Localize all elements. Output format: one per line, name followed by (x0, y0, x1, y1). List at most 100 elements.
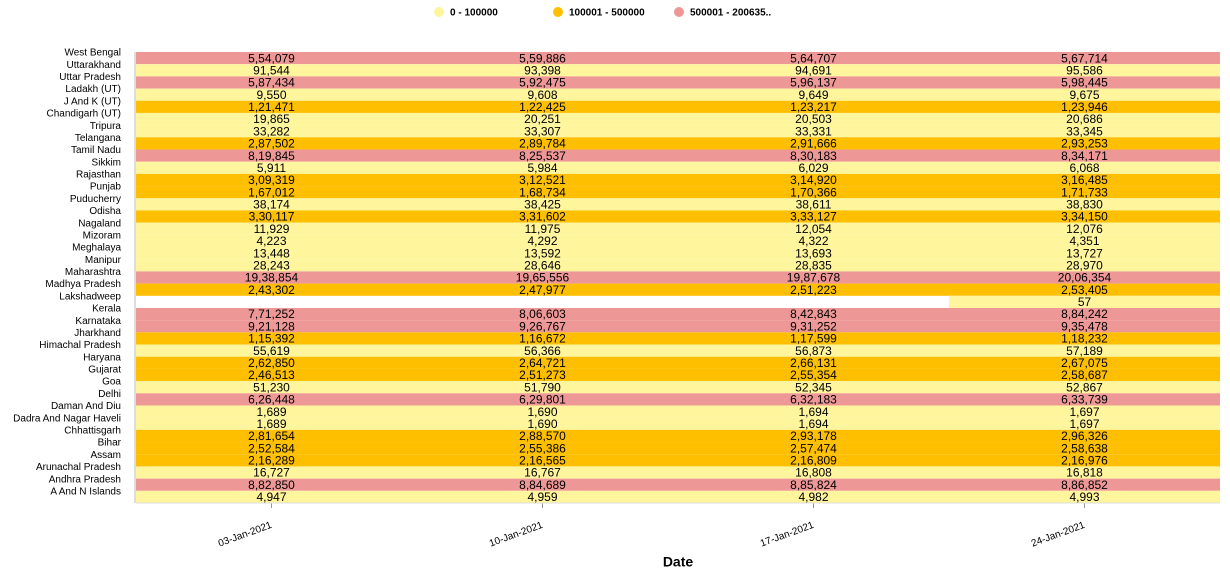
y-tick-label: Maharashtra (65, 267, 122, 278)
y-tick-label: Andhra Pradesh (49, 474, 121, 485)
value-label: 28,646 (524, 258, 561, 272)
value-label: 2,93,178 (790, 429, 837, 443)
heatmap-cell (136, 234, 407, 248)
heatmap-cell (407, 137, 678, 150)
heatmap-cell (949, 173, 1220, 187)
heatmap-cell (407, 466, 678, 479)
heatmap-cell (407, 429, 678, 443)
y-tick-label: Jharkhand (74, 328, 121, 339)
value-label: 2,66,131 (790, 356, 837, 370)
value-label: 11,975 (525, 222, 561, 236)
value-label: 19,38,854 (245, 271, 299, 285)
value-label: 33,307 (524, 124, 561, 138)
heatmap-cell (407, 52, 678, 65)
value-label: 2,16,809 (790, 454, 837, 468)
heatmap-cell (949, 442, 1220, 455)
value-label: 4,959 (527, 490, 557, 504)
heatmap-cell (949, 271, 1220, 284)
value-label: 1,18,232 (1061, 332, 1108, 346)
value-label: 2,88,570 (519, 429, 566, 443)
y-tick-label: Uttarakhand (67, 60, 121, 71)
heatmap-cell (678, 210, 949, 223)
legend-label: 100001 - 500000 (569, 8, 645, 19)
heatmap-cell (136, 210, 407, 223)
value-label: 2,93,253 (1061, 137, 1108, 151)
value-label: 20,503 (795, 112, 832, 126)
heatmap-cell (678, 454, 949, 467)
heatmap-cell (678, 381, 949, 394)
value-label: 28,835 (795, 258, 832, 272)
heatmap-cell (136, 429, 407, 443)
heatmap-cell (949, 429, 1220, 443)
heatmap-cell (136, 112, 407, 126)
value-label: 2,16,565 (519, 454, 566, 468)
value-label: 57,189 (1066, 344, 1103, 358)
heatmap-cell (407, 210, 678, 223)
value-label: 6,33,739 (1061, 393, 1108, 407)
y-tick-label: J And K (UT) (64, 96, 121, 107)
heatmap-cell (949, 247, 1220, 260)
heatmap-cell (678, 429, 949, 443)
heatmap-cell (407, 88, 678, 101)
heatmap-cell (949, 393, 1220, 406)
value-label: 2,87,502 (248, 137, 295, 151)
y-tick-label: A And N Islands (50, 486, 121, 497)
y-tick-label: Nagaland (78, 218, 121, 229)
value-label: 8,34,171 (1061, 149, 1108, 163)
heatmap-cell (678, 417, 949, 430)
value-label: 3,14,920 (790, 173, 837, 187)
y-tick-label: Haryana (83, 352, 121, 363)
value-label: 9,608 (527, 88, 557, 102)
value-label: 1,689 (256, 417, 286, 431)
value-label: 13,727 (1066, 246, 1103, 260)
y-tick-label: West Bengal (64, 48, 121, 59)
y-tick-label: Mizoram (83, 230, 121, 241)
heatmap-cell (136, 405, 407, 418)
heatmap-cell (678, 173, 949, 187)
value-label: 2,89,784 (519, 137, 566, 151)
heatmap-cell (678, 247, 949, 260)
value-label: 5,98,445 (1061, 76, 1108, 90)
heatmap-cell (949, 478, 1220, 491)
value-label: 20,686 (1066, 112, 1103, 126)
heatmap-cell (407, 393, 678, 406)
heatmap-cell (949, 88, 1220, 101)
value-label: 5,92,475 (519, 76, 566, 90)
value-label: 3,31,602 (519, 210, 566, 224)
heatmap-cell (949, 283, 1220, 296)
heatmap-cell (136, 381, 407, 394)
value-label: 2,64,721 (519, 356, 566, 370)
value-label: 52,345 (795, 380, 832, 394)
value-label: 2,16,289 (248, 454, 295, 468)
value-label: 38,425 (524, 198, 561, 212)
heatmap-cell (949, 344, 1220, 357)
y-tick-label: Karnataka (75, 316, 121, 327)
value-label: 94,691 (795, 63, 832, 77)
value-label: 20,251 (524, 112, 561, 126)
value-label: 2,81,654 (248, 429, 295, 443)
value-label: 1,697 (1069, 405, 1099, 419)
heatmap-cell (407, 417, 678, 430)
value-label: 8,19,845 (248, 149, 295, 163)
y-tick-label: Arunachal Pradesh (36, 462, 121, 473)
value-label: 20,06,354 (1058, 271, 1112, 285)
y-tick-label: Dadra And Nagar Haveli (13, 413, 121, 424)
value-label: 28,243 (253, 258, 290, 272)
value-label: 2,43,302 (248, 283, 295, 297)
value-label: 9,21,128 (248, 319, 295, 333)
value-label: 5,911 (257, 161, 286, 175)
heatmap-cell (949, 198, 1220, 211)
value-label: 2,52,584 (248, 441, 295, 455)
legend-label: 0 - 100000 (450, 8, 498, 19)
y-tick-label: Sikkim (92, 157, 121, 168)
heatmap-cell (407, 478, 678, 491)
heatmap-cell (136, 393, 407, 406)
heatmap-cell (678, 356, 949, 369)
value-label: 7,71,252 (248, 307, 295, 321)
heatmap-cell (949, 149, 1220, 162)
heatmap-cell (949, 490, 1220, 503)
value-label: 2,51,223 (790, 283, 837, 297)
y-tick-label: Lakshadweep (59, 291, 121, 302)
heatmap-cell (678, 478, 949, 491)
value-label: 13,592 (524, 246, 561, 260)
